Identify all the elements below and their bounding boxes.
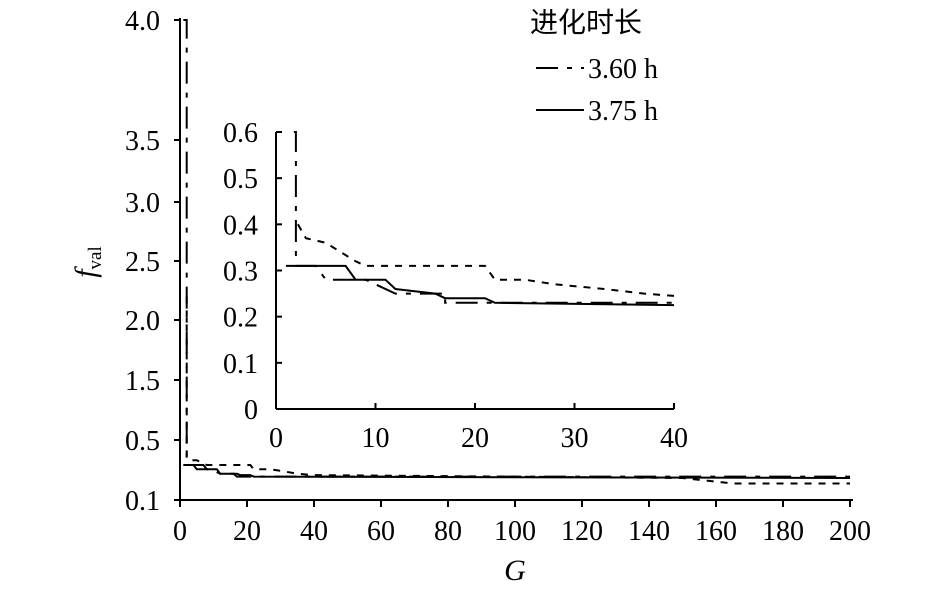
main-x-tick-label: 100 xyxy=(494,516,536,547)
main-series xyxy=(183,19,851,485)
inset-series xyxy=(285,131,675,307)
inset-x-tick-label: 30 xyxy=(561,423,589,454)
inset-y-tick-label: 0.3 xyxy=(223,257,258,288)
main-x-tick-label: 40 xyxy=(300,516,328,547)
inset-series-line-1 xyxy=(285,264,675,307)
main-y-ticks: 0.1 0.5 1.5 2.0 2.5 3.0 3.5 4.0 xyxy=(125,6,180,517)
main-x-tick-label: 60 xyxy=(367,516,395,547)
main-x-tick-label: 180 xyxy=(762,516,804,547)
inset-x-ticks: 0 10 20 30 40 xyxy=(269,403,688,454)
inset-background xyxy=(278,128,676,412)
main-x-tick-label: 20 xyxy=(233,516,261,547)
inset-y-tick-label: 0 xyxy=(244,395,258,426)
main-y-axis-label-sub: val xyxy=(85,246,106,269)
legend-title: 进化时长 xyxy=(530,7,642,39)
inset-x-tick-label: 0 xyxy=(269,423,283,454)
inset-y-tick-label: 0.1 xyxy=(223,349,258,380)
main-series-line-1 xyxy=(183,464,851,479)
main-y-tick-label: 2.5 xyxy=(125,247,160,278)
inset-y-tick-label: 0.4 xyxy=(223,210,258,241)
main-x-tick-label: 200 xyxy=(829,516,871,547)
inset-x-tick-label: 20 xyxy=(461,423,489,454)
main-x-tick-label: 120 xyxy=(561,516,603,547)
inset-series-line-2 xyxy=(297,223,675,297)
main-series-line-2 xyxy=(185,296,850,485)
main-y-tick-label: 3.0 xyxy=(125,188,160,219)
inset-y-tick-label: 0.6 xyxy=(223,118,258,149)
main-y-axis-label: fval xyxy=(69,246,106,278)
main-x-ticks: 0 20 40 60 80 100 120 140 160 180 200 xyxy=(173,500,871,547)
main-y-tick-label: 1.5 xyxy=(125,366,160,397)
main-y-tick-label: 0.1 xyxy=(125,486,160,517)
inset: 0 10 20 30 40 0 0.1 0.2 0.3 0.4 0.5 0.6 xyxy=(223,118,688,454)
legend-label-1: 3.75 h xyxy=(588,96,658,127)
main-axes: 0 20 40 60 80 100 120 140 160 180 200 0.10.51.52.0… xyxy=(69,6,871,587)
main-y-tick-label: 0.5 xyxy=(125,426,160,457)
inset-y-tick-label: 0.5 xyxy=(223,164,258,195)
main-y-tick-label: 2.0 xyxy=(125,306,160,337)
main-y-tick-label: 4.0 xyxy=(125,6,160,37)
inset-x-tick-label: 10 xyxy=(362,423,390,454)
inset-y-tick-label: 0.2 xyxy=(223,303,258,334)
legend-label-0: 3.60 h xyxy=(588,54,658,85)
main-x-tick-label: 0 xyxy=(173,516,187,547)
inset-y-ticks: 0 0.1 0.2 0.3 0.4 0.5 0.6 xyxy=(223,118,282,426)
main-x-tick-label: 140 xyxy=(628,516,670,547)
main-y-tick-label: 3.5 xyxy=(125,126,160,157)
inset-x-tick-label: 40 xyxy=(660,423,688,454)
main-x-tick-label: 160 xyxy=(695,516,737,547)
main-x-tick-label: 80 xyxy=(434,516,462,547)
inset-series-line-0 xyxy=(293,131,674,304)
main-x-axis-label: G xyxy=(504,554,526,587)
